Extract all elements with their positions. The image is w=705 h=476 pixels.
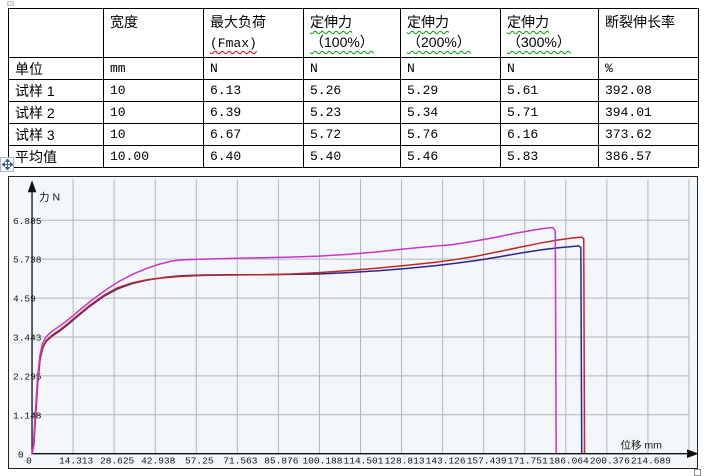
- col-header-subtext: (Fmax): [210, 36, 257, 51]
- col-header-subtext: （200%）: [407, 34, 471, 50]
- col-header-width: 宽度: [103, 8, 204, 58]
- table-cell: 5.40: [303, 145, 401, 168]
- table-cell: 10: [103, 101, 204, 124]
- x-tick-label: 214.689: [631, 456, 671, 467]
- chart-resize-handle[interactable]: [694, 469, 701, 476]
- y-tick-label: 3.443: [13, 332, 42, 343]
- table-row-unit: 单位 mm N N N N %: [8, 57, 699, 80]
- table-cell: mm: [103, 57, 204, 80]
- table-row-sample-2: 试样 2 10 6.39 5.23 5.34 5.71 394.01: [8, 101, 699, 124]
- table-cell: 5.72: [303, 123, 401, 146]
- col-header-text: 断裂伸长率: [605, 14, 675, 30]
- table-cell: 386.57: [598, 145, 699, 168]
- table-cell: 5.71: [500, 101, 599, 124]
- y-tick-label: 2.295: [13, 371, 42, 382]
- plot-background: [9, 177, 697, 468]
- col-header-subtext: （300%）: [507, 34, 571, 50]
- table-cell: 10: [103, 79, 204, 102]
- col-header-modulus-200: 定伸力 （200%）: [400, 8, 501, 58]
- curve-sample-2: [31, 236, 586, 455]
- x-tick-label: 57.25: [185, 456, 214, 467]
- col-header-elongation: 断裂伸长率: [598, 8, 699, 58]
- table-cell: 5.61: [500, 79, 599, 102]
- move-arrows-icon: [1, 159, 13, 170]
- table-cell: 5.76: [400, 123, 501, 146]
- table-header-row: 宽度 最大负荷 (Fmax) 定伸力 （100%） 定伸力 （200%） 定伸力…: [8, 8, 699, 58]
- col-header-text: 定伸力: [407, 14, 449, 30]
- results-table: 宽度 最大负荷 (Fmax) 定伸力 （100%） 定伸力 （200%） 定伸力…: [8, 8, 699, 168]
- table-cell: [8, 8, 104, 58]
- col-header-subtext: （100%）: [310, 34, 374, 50]
- col-header-text: 定伸力: [507, 14, 549, 30]
- y-tick-label: 6.885: [13, 216, 42, 227]
- table-cell: 394.01: [598, 101, 699, 124]
- table-cell: %: [598, 57, 699, 80]
- table-cell: 6.13: [203, 79, 304, 102]
- table-cell: 5.29: [400, 79, 501, 102]
- table-row-average: 平均值 10.00 6.40 5.40 5.46 5.83 386.57: [8, 145, 699, 168]
- row-label: 平均值: [8, 145, 104, 168]
- table-cell: 5.46: [400, 145, 501, 168]
- row-label: 单位: [8, 57, 104, 80]
- x-tick-label: 114.501: [344, 456, 384, 467]
- table-cell: 6.16: [500, 123, 599, 146]
- chart-move-handle[interactable]: [0, 157, 14, 172]
- y-axis-arrow-icon: [27, 180, 37, 193]
- table-cell: 6.40: [203, 145, 304, 168]
- curve-sample-3: [31, 226, 557, 455]
- col-header-modulus-300: 定伸力 （300%）: [500, 8, 599, 58]
- table-row-sample-3: 试样 3 10 6.67 5.72 5.76 6.16 373.62: [8, 123, 699, 146]
- table-cell: 6.67: [203, 123, 304, 146]
- y-tick-label: 1.148: [13, 410, 42, 421]
- x-tick-label: 186.064: [549, 456, 589, 467]
- table-cell: N: [303, 57, 401, 80]
- table-cell: N: [203, 57, 304, 80]
- table-cell: 10: [103, 123, 204, 146]
- table-cell: 6.39: [203, 101, 304, 124]
- x-tick-label: 28.625: [100, 456, 135, 467]
- x-tick-label: 85.876: [264, 456, 299, 467]
- row-label: 试样 3: [8, 123, 104, 146]
- x-tick-label: 171.751: [508, 456, 548, 467]
- x-tick-label: 128.813: [385, 456, 425, 467]
- row-label: 试样 1: [8, 79, 104, 102]
- table-cell: 10.00: [103, 145, 204, 168]
- table-cell: N: [500, 57, 599, 80]
- table-cell: 392.08: [598, 79, 699, 102]
- x-tick-label: 0: [26, 456, 32, 467]
- x-tick-label: 200.376: [590, 456, 630, 467]
- x-tick-label: 14.313: [59, 456, 94, 467]
- table-cell: N: [400, 57, 501, 80]
- table-row-sample-1: 试样 1 10 6.13 5.26 5.29 5.61 392.08: [8, 79, 699, 102]
- y-tick-label: 0: [18, 450, 24, 461]
- y-axis-title: 力 N: [39, 190, 60, 203]
- col-header-text: 宽度: [110, 14, 138, 30]
- table-cell: 5.83: [500, 145, 599, 168]
- table-cell: 373.62: [598, 123, 699, 146]
- table-anchor-mark: [7, 1, 14, 6]
- x-tick-label: 42.938: [141, 456, 176, 467]
- force-displacement-chart: 1.148 2.295 3.443 4.59 5.738 6.885 0 0 14.313 28.…: [8, 176, 698, 469]
- y-tick-label: 5.738: [13, 255, 42, 266]
- col-header-modulus-100: 定伸力 （100%）: [303, 8, 401, 58]
- y-tick-label: 4.59: [13, 294, 36, 305]
- x-axis-title: 位移 mm: [621, 439, 663, 452]
- x-tick-label: 100.188: [302, 456, 342, 467]
- table-cell: 5.34: [400, 101, 501, 124]
- row-label: 试样 2: [8, 101, 104, 124]
- table-cell: 5.26: [303, 79, 401, 102]
- col-header-text: 最大负荷: [210, 14, 266, 30]
- table-cell: 5.23: [303, 101, 401, 124]
- col-header-fmax: 最大负荷 (Fmax): [203, 8, 304, 58]
- x-axis-arrow-icon: [686, 449, 697, 458]
- x-tick-label: 143.126: [426, 456, 466, 467]
- x-tick-label: 157.439: [467, 456, 507, 467]
- chart-canvas: 1.148 2.295 3.443 4.59 5.738 6.885 00 14.313 28.…: [9, 177, 697, 468]
- x-tick-label: 71.563: [223, 456, 258, 467]
- col-header-text: 定伸力: [310, 14, 352, 30]
